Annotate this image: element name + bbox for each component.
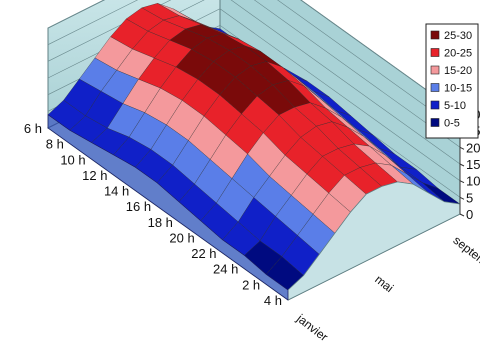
z-tick-label: 0 xyxy=(466,207,473,222)
hour-tick-label: 16 h xyxy=(126,199,151,214)
legend-label: 10-15 xyxy=(444,83,472,95)
month-tick-label: septembre xyxy=(451,233,480,279)
hour-tick-label: 2 h xyxy=(242,277,260,292)
hour-tick-label: 22 h xyxy=(191,246,216,261)
month-tick-label: mai xyxy=(372,272,396,295)
legend-label: 0-5 xyxy=(444,118,460,130)
hour-tick-label: 12 h xyxy=(82,168,107,183)
z-gridline xyxy=(47,0,461,131)
z-tick-mark xyxy=(459,146,465,150)
legend-swatch xyxy=(430,118,440,127)
hour-tick-label: 10 h xyxy=(60,152,85,167)
hour-tick-label: 8 h xyxy=(46,137,64,152)
z-gridline xyxy=(47,0,461,148)
z-tick-mark xyxy=(459,213,465,217)
surface-left-face xyxy=(47,114,289,301)
hour-tick-label: 18 h xyxy=(148,215,173,230)
hour-tick-label: 20 h xyxy=(169,230,194,245)
legend-label: 5-10 xyxy=(444,100,466,112)
z-tick-label: 15 xyxy=(466,157,480,172)
legend-label: 25-30 xyxy=(444,30,472,42)
legend-swatch xyxy=(430,48,440,57)
legend-swatch xyxy=(430,30,440,40)
z-tick-mark xyxy=(459,180,465,184)
legend-swatch xyxy=(430,83,440,92)
z-tick-mark xyxy=(459,163,465,167)
surface-mesh xyxy=(47,3,461,301)
legend-label: 20-25 xyxy=(444,48,472,60)
hour-tick-label: 6 h xyxy=(24,121,42,136)
legend-swatch xyxy=(430,65,440,75)
z-tick-mark xyxy=(459,196,465,200)
month-tick-label: janvier xyxy=(293,311,330,344)
z-tick-label: 10 xyxy=(466,174,480,189)
hour-tick-label: 24 h xyxy=(213,262,238,277)
z-gridline xyxy=(47,0,461,115)
legend: 25-30 20-25 15-20 10-15 5-10 0-5 xyxy=(425,23,479,139)
z-tick-label: 20 xyxy=(466,140,480,155)
hour-axis: 6 h 8 h10 h12 h14 h16 h18 h20 h22 h24 h 2 … xyxy=(24,121,282,308)
hour-tick-label: 4 h xyxy=(264,293,282,308)
z-tick-label: 5 xyxy=(466,190,473,205)
legend-swatch xyxy=(430,100,440,110)
legend-label: 15-20 xyxy=(444,65,472,77)
hour-tick-label: 14 h xyxy=(104,184,129,199)
